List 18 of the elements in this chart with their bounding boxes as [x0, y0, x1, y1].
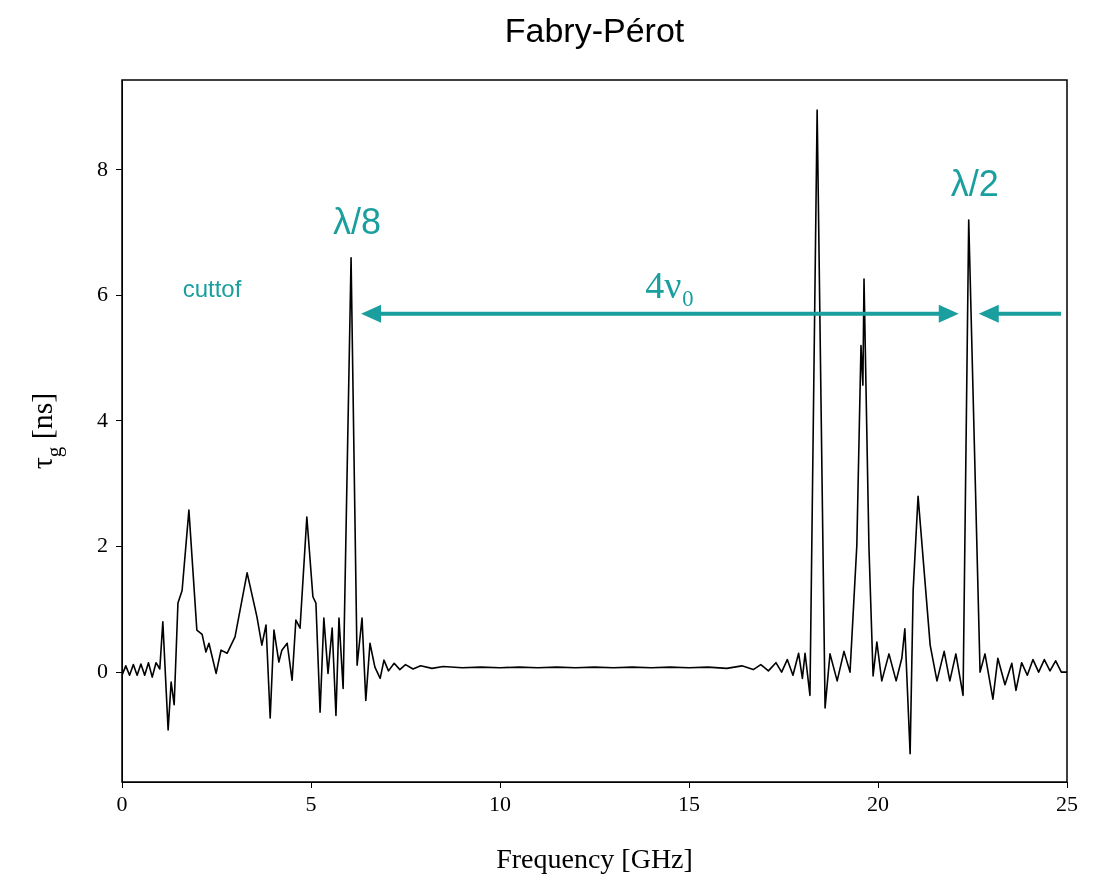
x-axis-title: Frequency [GHz] — [496, 843, 693, 874]
y-tick-label: 0 — [97, 657, 108, 683]
y-tick-label: 2 — [97, 532, 108, 558]
x-tick-label: 5 — [305, 790, 317, 816]
y-tick-label: 4 — [97, 406, 108, 432]
annotation: 4ν₀ — [645, 263, 695, 306]
y-tick-label: 6 — [97, 281, 108, 307]
x-tick-label: 15 — [678, 790, 700, 816]
chart-title: Fabry-Pérot — [504, 11, 685, 49]
x-tick-label: 10 — [489, 790, 511, 816]
annotation: cuttof — [182, 274, 242, 302]
annotation: λ/2 — [950, 163, 999, 205]
y-axis-title: τg [ns] — [25, 392, 66, 470]
annotation: λ/8 — [333, 200, 382, 242]
y-tick-label: 8 — [97, 155, 108, 181]
x-tick-label: 25 — [1056, 790, 1078, 816]
x-tick-label: 0 — [116, 790, 128, 816]
x-tick-label: 20 — [867, 790, 889, 816]
